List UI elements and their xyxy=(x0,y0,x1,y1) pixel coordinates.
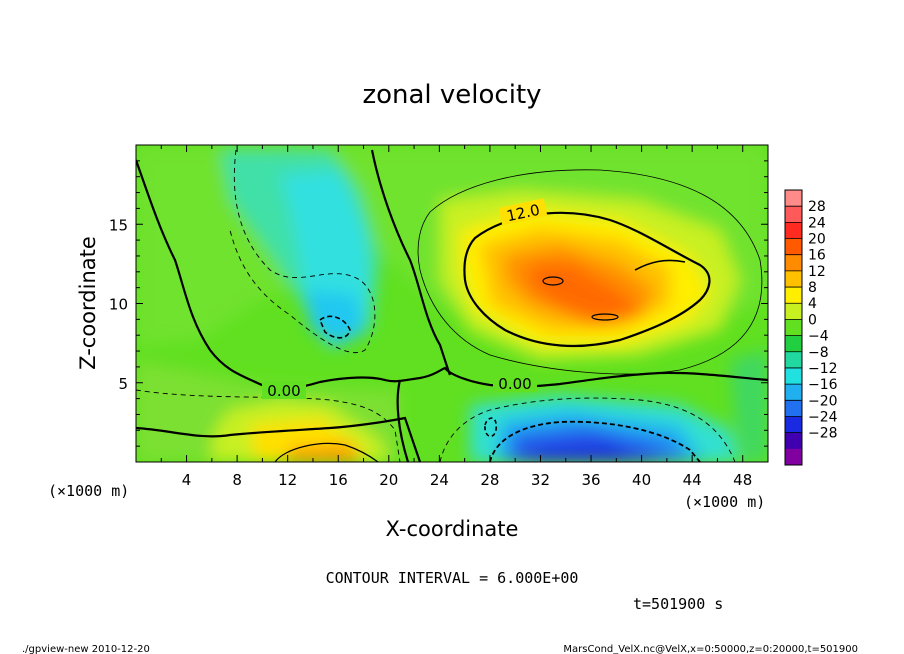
colorbar xyxy=(784,189,803,466)
x-tick-label: 20 xyxy=(379,471,398,489)
x-tick-label: 40 xyxy=(632,471,651,489)
colorbar-cell xyxy=(785,432,802,450)
x-tick-label: 24 xyxy=(430,471,449,489)
colorbar-cell xyxy=(785,303,802,320)
colorbar-label: 16 xyxy=(808,248,826,264)
y-tick-label: 10 xyxy=(109,296,128,314)
x-tick-label: 4 xyxy=(182,471,192,489)
footer-left: ./gpview-new 2010-12-20 xyxy=(22,644,150,654)
chart-title: zonal velocity xyxy=(362,80,541,110)
x-tick-label: 16 xyxy=(329,471,348,489)
y-axis-ticks: 5 10 15 xyxy=(109,160,768,447)
contour-label-0-left: 0.00 xyxy=(267,382,300,400)
x-tick-label: 8 xyxy=(232,471,242,489)
colorbar-label: 8 xyxy=(808,280,817,296)
colorbar-cell xyxy=(785,367,802,385)
colorbar-cell xyxy=(785,190,802,207)
x-axis-title: X-coordinate xyxy=(386,517,519,541)
colorbar-cell xyxy=(785,254,802,272)
x-tick-label: 48 xyxy=(733,471,752,489)
contour-interval: CONTOUR INTERVAL = 6.000E+00 xyxy=(326,569,579,587)
y-axis-title: Z-coordinate xyxy=(76,236,100,370)
velocity-field xyxy=(136,145,768,462)
colorbar-cell xyxy=(785,400,802,417)
x-tick-label: 12 xyxy=(278,471,297,489)
colorbar-cell xyxy=(785,448,802,466)
contour-lines xyxy=(136,149,768,462)
colorbar-cell xyxy=(785,287,802,304)
footer-right: MarsCond_VelX.nc@VelX,x=0:50000,z=0:2000… xyxy=(563,644,858,654)
colorbar-cell xyxy=(785,335,802,353)
colorbar-label: −20 xyxy=(808,393,838,409)
colorbar-label: −24 xyxy=(808,409,838,425)
colorbar-cell xyxy=(785,416,802,434)
colorbar-label: −12 xyxy=(808,361,838,377)
colorbar-frame xyxy=(784,189,803,466)
colorbar-label: −4 xyxy=(808,329,829,345)
colorbar-cell xyxy=(785,206,802,223)
colorbar-cell xyxy=(785,351,802,369)
y-tick-label: 5 xyxy=(118,375,128,393)
colorbar-label: 12 xyxy=(808,264,826,280)
y-axis-unit: (×1000 m) xyxy=(48,482,129,500)
colorbar-label: 4 xyxy=(808,296,817,312)
colorbar-label: −28 xyxy=(808,426,838,442)
x-axis-unit: (×1000 m) xyxy=(684,493,765,511)
colorbar-label: −16 xyxy=(808,377,838,393)
colorbar-label: −8 xyxy=(808,345,829,361)
x-tick-label: 32 xyxy=(531,471,550,489)
colorbar-label: 20 xyxy=(808,232,826,248)
x-tick-label: 28 xyxy=(480,471,499,489)
y-tick-label: 15 xyxy=(109,216,128,234)
time-label: t=501900 s xyxy=(633,595,723,613)
x-tick-label: 44 xyxy=(683,471,702,489)
colorbar-cell xyxy=(785,238,802,256)
x-axis-ticks: 4 8 12 16 20 24 28 32 36 40 44 48 xyxy=(160,145,752,489)
colorbar-cell xyxy=(785,384,802,401)
contour-label-0-right: 0.00 xyxy=(498,375,531,393)
colorbar-label: 24 xyxy=(808,215,826,231)
x-tick-label: 36 xyxy=(581,471,600,489)
colorbar-cell xyxy=(785,222,802,240)
colorbar-cell xyxy=(785,319,802,337)
colorbar-cell xyxy=(785,270,802,288)
colorbar-label: 0 xyxy=(808,312,817,328)
colorbar-label: 28 xyxy=(808,199,826,215)
